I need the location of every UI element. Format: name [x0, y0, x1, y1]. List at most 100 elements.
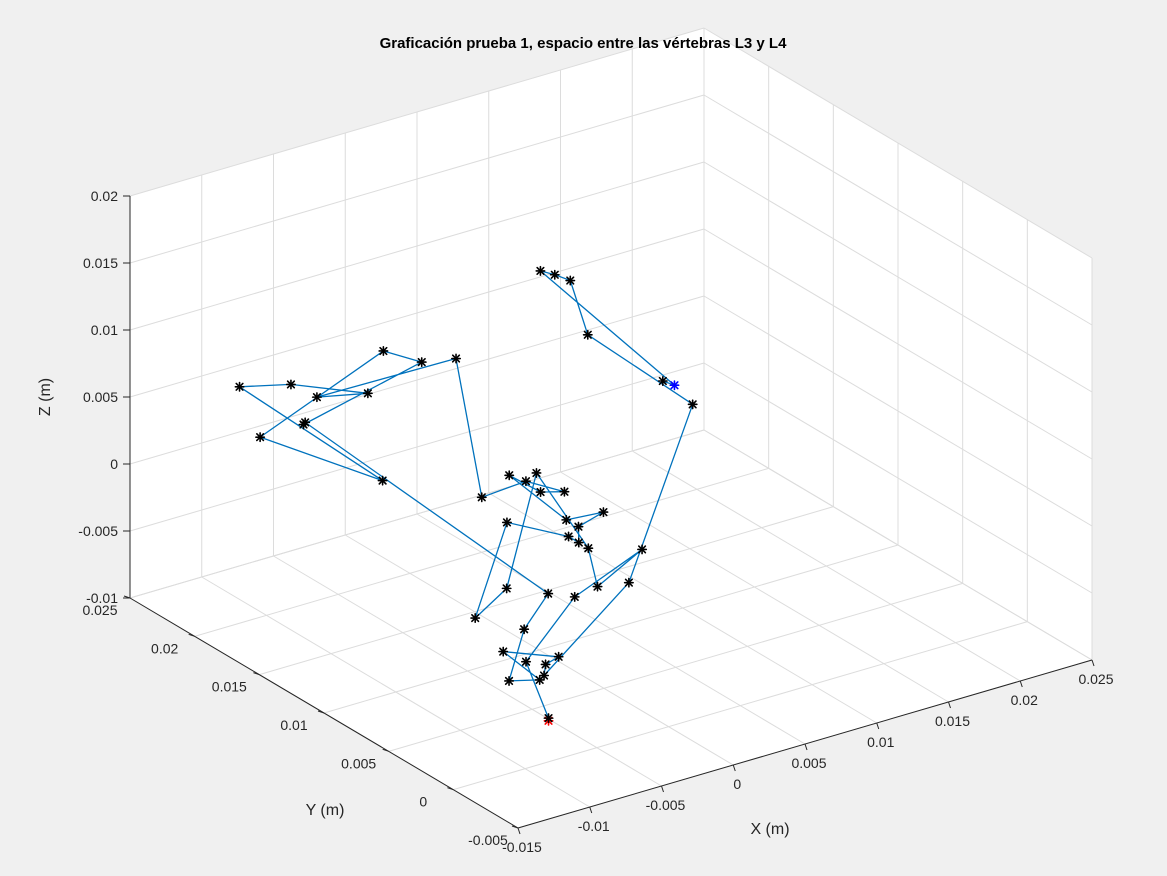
data-point — [573, 537, 584, 548]
data-point — [521, 656, 532, 667]
grid-floor-y-5 — [194, 467, 769, 637]
marker-stroke — [417, 357, 426, 367]
grid-wall-x-horiz-4 — [703, 161, 1093, 393]
data-point — [476, 492, 487, 503]
x-tick-label: -0.015 — [502, 839, 542, 855]
z-tick-label: 0 — [110, 456, 118, 472]
z-tick-label: 0.005 — [83, 389, 118, 405]
data-point — [623, 577, 634, 588]
grid-wall-y-horiz-1 — [129, 362, 705, 532]
data-point — [543, 588, 554, 599]
data-point — [470, 613, 481, 624]
data-point — [285, 379, 296, 390]
data-point — [451, 353, 462, 364]
y-tick-mark — [447, 787, 454, 791]
marker-stroke — [574, 538, 583, 547]
data-point — [561, 514, 572, 525]
y-tick-label: 0.02 — [151, 640, 178, 656]
data-point — [501, 583, 512, 594]
z-tick-label: -0.005 — [78, 523, 118, 539]
grid-wall-x-horiz-3 — [703, 228, 1093, 460]
grid-wall-y-horiz-3 — [129, 228, 705, 398]
x-tick-label: 0.02 — [1011, 692, 1038, 708]
marker-stroke — [536, 487, 545, 497]
data-point — [540, 659, 551, 670]
grid-wall-x-horiz-1 — [703, 362, 1093, 594]
data-point — [563, 531, 574, 542]
data-point — [504, 675, 515, 686]
data-point — [377, 475, 388, 486]
chart-title: Graficación prueba 1, espacio entre las … — [380, 35, 788, 52]
data-point — [559, 486, 570, 497]
marker-stroke — [521, 477, 531, 486]
marker-stroke — [301, 418, 310, 427]
data-point — [520, 476, 531, 487]
z-tick-label: 0.015 — [83, 255, 118, 271]
data-point — [637, 544, 648, 555]
marker-stroke — [564, 532, 573, 541]
data-point — [592, 581, 603, 592]
data-point — [539, 670, 550, 681]
grid-floor-y-3 — [323, 544, 899, 714]
marker-stroke — [378, 476, 387, 485]
tick-labels: -0.015 -0.01 -0.005 0 0.005 0.01 0.015 0.02 0.02… — [78, 188, 1113, 855]
data-point — [416, 357, 427, 368]
marker-stroke — [584, 544, 593, 553]
marker-stroke — [521, 657, 531, 666]
marker-stroke — [554, 652, 563, 661]
x-tick-label: -0.01 — [578, 818, 610, 834]
data-point — [569, 591, 580, 602]
marker-stroke — [583, 330, 592, 339]
grid-floor-y-1 — [453, 621, 1028, 791]
data-point — [535, 265, 546, 276]
axis-lines — [123, 195, 1095, 835]
y-tick-mark — [511, 825, 519, 829]
marker-stroke — [637, 545, 647, 554]
y-tick-label: 0.01 — [280, 717, 307, 733]
marker-stroke — [536, 266, 545, 276]
x-tick-label: 0 — [733, 776, 741, 792]
x-tick-mark — [1019, 680, 1023, 688]
data-point — [583, 543, 594, 554]
x-tick-label: 0.01 — [867, 734, 894, 750]
data-point — [311, 392, 322, 403]
marker-stroke — [502, 518, 512, 527]
data-point — [565, 275, 576, 286]
marker-stroke — [363, 389, 372, 398]
data-point — [498, 646, 509, 657]
z-tick-label: -0.01 — [86, 590, 118, 606]
marker-stroke — [286, 380, 296, 389]
x-tick-label: 0.005 — [791, 755, 826, 771]
marker-stroke — [504, 676, 514, 686]
data-point — [582, 329, 593, 340]
data-point — [519, 624, 530, 635]
data-point — [531, 467, 542, 478]
data-point — [501, 517, 512, 528]
marker-stroke — [562, 515, 571, 524]
y-tick-mark — [253, 672, 260, 676]
data-point — [687, 399, 698, 410]
data-point — [255, 432, 266, 443]
marker-stroke — [599, 508, 608, 517]
data-markers — [234, 265, 698, 726]
axes-walls — [130, 28, 1092, 828]
x-tick-mark — [661, 785, 664, 793]
y-tick-label: 0.015 — [212, 679, 247, 695]
y-tick-label: -0.005 — [468, 832, 508, 848]
grid-wall-x-horiz-0 — [703, 429, 1093, 661]
marker-stroke — [471, 613, 480, 623]
grid-wall-y-horiz-0 — [129, 429, 705, 599]
z-tick-label: 0.02 — [91, 188, 118, 204]
x-tick-label: -0.005 — [646, 797, 686, 813]
x-tick-label: 0.025 — [1078, 671, 1113, 687]
marker-stroke — [532, 468, 541, 478]
y-axis-label: Y (m) — [306, 802, 345, 819]
x-tick-label: 0.015 — [935, 713, 970, 729]
marker-stroke — [477, 493, 486, 502]
marker-stroke — [574, 522, 583, 531]
data-point — [535, 487, 546, 498]
data-point — [504, 470, 515, 481]
marker-stroke — [624, 578, 633, 587]
marker-stroke — [566, 276, 575, 285]
